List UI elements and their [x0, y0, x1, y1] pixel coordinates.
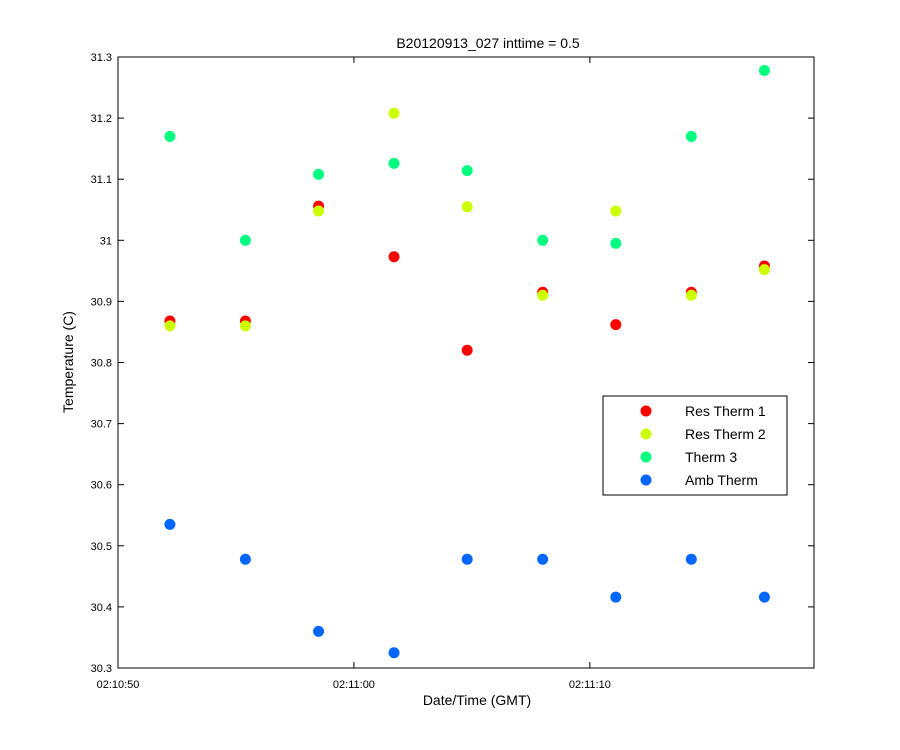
chart-title: B20120913_027 inttime = 0.5	[396, 35, 580, 51]
data-point	[239, 320, 251, 332]
legend-label: Therm 3	[685, 449, 737, 465]
y-tick-label: 30.3	[91, 663, 112, 675]
y-tick-label: 31.3	[91, 52, 112, 64]
data-point	[313, 168, 325, 180]
legend-box	[602, 395, 788, 496]
y-tick-label: 31.1	[91, 174, 112, 186]
data-point	[313, 625, 325, 637]
data-point	[685, 130, 697, 142]
x-tick-label: 02:11:10	[569, 679, 611, 691]
y-tick-label: 30.6	[91, 480, 112, 492]
data-point	[610, 319, 622, 331]
data-point	[685, 289, 697, 301]
data-point	[461, 553, 473, 565]
data-point	[758, 64, 770, 76]
data-point	[313, 205, 325, 217]
legend-marker	[640, 474, 652, 486]
legend-marker	[640, 405, 652, 417]
series-amb-therm	[164, 518, 770, 659]
data-point	[164, 130, 176, 142]
y-tick-label: 30.9	[91, 296, 112, 308]
legend-marker	[640, 451, 652, 463]
data-point	[461, 344, 473, 356]
data-point	[164, 518, 176, 530]
data-point	[537, 553, 549, 565]
y-tick-label: 31	[100, 235, 112, 247]
x-axis-label: Date/Time (GMT)	[423, 692, 531, 708]
series-therm-3	[164, 64, 770, 249]
data-point	[685, 553, 697, 565]
data-point	[388, 251, 400, 263]
y-tick-label: 30.5	[91, 541, 112, 553]
data-point	[537, 234, 549, 246]
data-point	[388, 107, 400, 119]
data-point	[610, 205, 622, 217]
data-point	[239, 553, 251, 565]
x-axis: 02:10:50 02:11:00 02:11:10	[97, 57, 611, 691]
y-tick-label: 31.2	[91, 113, 112, 125]
data-point	[164, 320, 176, 332]
legend-label: Amb Therm	[685, 472, 758, 488]
y-axis: 30.3 30.4 30.5 30.6 30.7 30.8 30.9 31 31.1 31.2 31…	[91, 52, 814, 675]
data-point	[239, 234, 251, 246]
series-res-therm-2	[164, 107, 770, 332]
legend-label: Res Therm 1	[685, 403, 766, 419]
data-point	[537, 289, 549, 301]
x-tick-label: 02:10:50	[97, 679, 140, 691]
plot-area	[117, 56, 815, 669]
data-point	[461, 165, 473, 177]
y-tick-label: 30.4	[91, 602, 112, 614]
data-point	[758, 264, 770, 276]
data-point	[610, 237, 622, 249]
data-point	[610, 591, 622, 603]
data-points	[164, 64, 770, 659]
data-point	[388, 157, 400, 169]
legend-marker	[640, 428, 652, 440]
data-point	[461, 201, 473, 213]
legend-label: Res Therm 2	[685, 426, 766, 442]
x-tick-label: 02:11:00	[333, 679, 375, 691]
y-tick-label: 30.7	[91, 419, 112, 431]
y-axis-label: Temperature (C)	[60, 311, 76, 413]
y-tick-label: 30.8	[91, 358, 112, 370]
legend: Res Therm 1 Res Therm 2 Therm 3 Amb Therm	[602, 395, 788, 496]
data-point	[388, 647, 400, 659]
data-point	[758, 591, 770, 603]
